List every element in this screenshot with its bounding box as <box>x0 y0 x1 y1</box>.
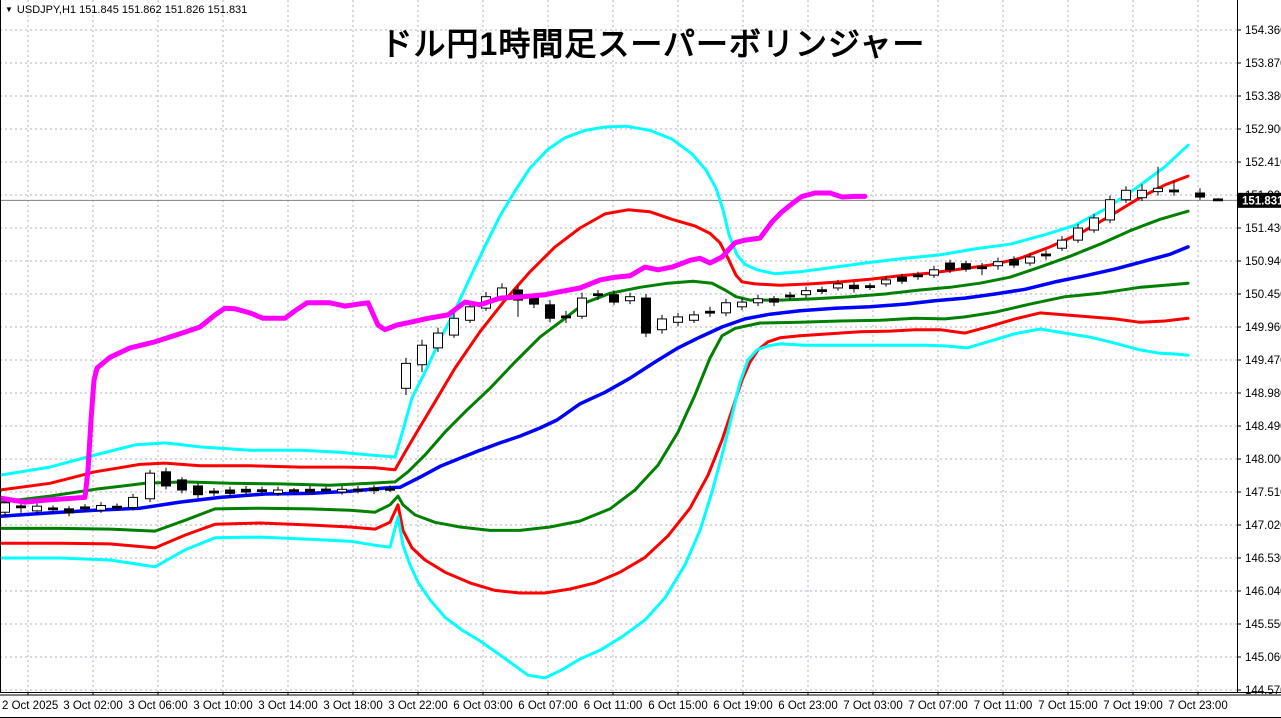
svg-text:152.410: 152.410 <box>1245 157 1281 169</box>
svg-text:3 Oct 06:00: 3 Oct 06:00 <box>128 700 187 712</box>
symbol-ohlc-text: USDJPY,H1 151.845 151.862 151.826 151.83… <box>16 4 248 16</box>
svg-text:148.000: 148.000 <box>1245 454 1281 466</box>
svg-text:6 Oct 15:00: 6 Oct 15:00 <box>648 700 707 712</box>
svg-text:148.980: 148.980 <box>1245 388 1281 400</box>
svg-text:147.020: 147.020 <box>1245 520 1281 532</box>
symbol-ohlc-info[interactable]: ▼ USDJPY,H1 151.845 151.862 151.826 151.8… <box>5 4 247 16</box>
svg-text:3 Oct 14:00: 3 Oct 14:00 <box>258 700 317 712</box>
svg-text:7 Oct 07:00: 7 Oct 07:00 <box>908 700 967 712</box>
svg-text:147.510: 147.510 <box>1245 487 1281 499</box>
svg-text:7 Oct 15:00: 7 Oct 15:00 <box>1038 700 1097 712</box>
svg-text:3 Oct 02:00: 3 Oct 02:00 <box>63 700 122 712</box>
svg-text:6 Oct 19:00: 6 Oct 19:00 <box>713 700 772 712</box>
current-price-tag: 151.831 <box>1238 192 1281 208</box>
svg-text:3 Oct 10:00: 3 Oct 10:00 <box>193 700 252 712</box>
svg-text:6 Oct 23:00: 6 Oct 23:00 <box>778 700 837 712</box>
svg-text:152.900: 152.900 <box>1245 124 1281 136</box>
series-bb-upper-1sigma <box>0 209 1190 504</box>
svg-text:146.530: 146.530 <box>1245 553 1281 565</box>
svg-text:150.450: 150.450 <box>1245 289 1281 301</box>
svg-text:2 Oct 2025: 2 Oct 2025 <box>2 700 58 712</box>
svg-text:153.870: 153.870 <box>1245 58 1281 70</box>
grid-lines <box>0 0 1237 692</box>
svg-text:151.430: 151.430 <box>1245 223 1281 235</box>
series-bb-upper-2sigma <box>0 174 1190 492</box>
svg-text:148.490: 148.490 <box>1245 421 1281 433</box>
chart-title: ドル円1時間足スーパーボリンジャー <box>380 26 926 62</box>
svg-text:6 Oct 03:00: 6 Oct 03:00 <box>453 700 512 712</box>
price-axis[interactable]: 154.360153.870153.380152.900152.410151.9… <box>1237 25 1281 697</box>
series-bb-lower-1sigma <box>0 281 1190 533</box>
symbol-dropdown-icon[interactable]: ▼ <box>5 5 13 14</box>
svg-text:154.360: 154.360 <box>1245 25 1281 37</box>
svg-text:3 Oct 18:00: 3 Oct 18:00 <box>323 700 382 712</box>
series-lagging-span <box>0 190 868 505</box>
svg-text:7 Oct 03:00: 7 Oct 03:00 <box>843 700 902 712</box>
svg-text:6 Oct 07:00: 6 Oct 07:00 <box>518 700 577 712</box>
svg-text:3 Oct 22:00: 3 Oct 22:00 <box>388 700 447 712</box>
svg-text:153.380: 153.380 <box>1245 91 1281 103</box>
series-bb-lower-2sigma <box>0 311 1190 595</box>
bollinger-bands <box>0 124 1190 680</box>
svg-text:145.550: 145.550 <box>1245 619 1281 631</box>
series-bb-center-sma <box>0 245 1190 519</box>
svg-text:7 Oct 11:00: 7 Oct 11:00 <box>974 700 1033 712</box>
series-bb-lower-3sigma <box>0 327 1190 680</box>
svg-text:145.060: 145.060 <box>1245 652 1281 664</box>
svg-text:146.040: 146.040 <box>1245 586 1281 598</box>
svg-text:149.470: 149.470 <box>1245 355 1281 367</box>
time-axis[interactable]: 2 Oct 2025 3 Oct 02:00 3 Oct 06:00 3 Oct 10… <box>2 692 1228 712</box>
svg-text:151.831: 151.831 <box>1242 195 1281 207</box>
svg-text:150.940: 150.940 <box>1245 256 1281 268</box>
svg-text:7 Oct 23:00: 7 Oct 23:00 <box>1168 700 1227 712</box>
svg-text:149.960: 149.960 <box>1245 322 1281 334</box>
svg-text:7 Oct 19:00: 7 Oct 19:00 <box>1103 700 1162 712</box>
svg-text:144.570: 144.570 <box>1245 685 1281 697</box>
series-bb-upper-3sigma <box>0 124 1190 477</box>
svg-text:6 Oct 11:00: 6 Oct 11:00 <box>584 700 643 712</box>
